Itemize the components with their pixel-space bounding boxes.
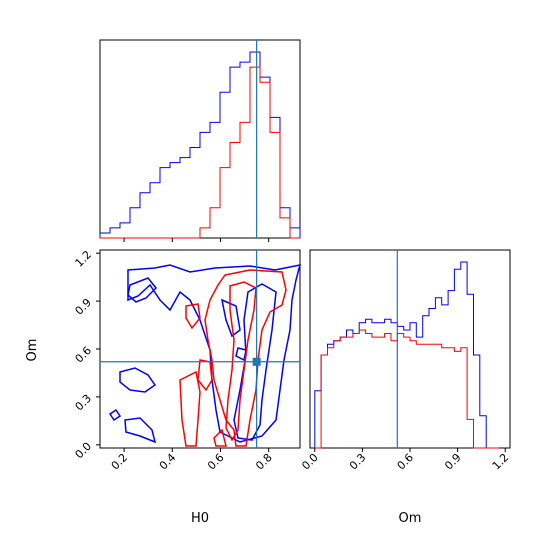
contour-ylabel: Om bbox=[25, 339, 40, 362]
contour-red-low bbox=[179, 370, 201, 447]
contour-xtick-label-0: 0.2 bbox=[109, 451, 131, 473]
contour-ytick-label-0: 0.0 bbox=[73, 440, 95, 462]
contour-red-inner bbox=[225, 281, 257, 442]
contour-red-left bbox=[185, 303, 201, 330]
hist-Om-xtick-label-4: 1.2 bbox=[490, 451, 512, 473]
contour-red-mid bbox=[197, 359, 213, 392]
truth-marker bbox=[252, 357, 261, 366]
contour-ytick-label-3: 0.9 bbox=[73, 296, 95, 318]
hist-Om-xtick-label-3: 0.9 bbox=[442, 451, 464, 473]
contour-blue-left-a bbox=[127, 277, 158, 303]
hist-Om-series-0-step bbox=[314, 261, 499, 449]
contour-blue-left-b bbox=[119, 367, 157, 393]
hist-Om-xtick-label-0: 0.0 bbox=[299, 451, 321, 473]
contour-ytick-label-4: 1.2 bbox=[73, 248, 95, 270]
contour-xlabel: H0 bbox=[191, 511, 209, 526]
hist-Om-xtick-label-2: 0.6 bbox=[395, 451, 417, 473]
contour-lines bbox=[108, 264, 302, 447]
contour-blue-inner-c bbox=[235, 347, 247, 362]
chart-marks: 0.2 0.4 0.6 0.8 0.0 0.3 0.6 0.9 1.2 0.0 0.3 0.6 0.9 1… bbox=[73, 40, 512, 473]
contour-red-outer bbox=[204, 269, 287, 447]
hist-Om-xlabel: Om bbox=[399, 511, 422, 526]
contour-frame bbox=[99, 249, 301, 449]
contour-ytick-label-1: 0.3 bbox=[73, 392, 95, 414]
contour-xtick-label-3: 0.8 bbox=[253, 451, 275, 473]
contour-blue-left-c bbox=[124, 417, 157, 444]
hist-Om-series-1-step bbox=[314, 329, 499, 449]
contour-xtick-label-1: 0.4 bbox=[157, 451, 179, 473]
contour-blue-small bbox=[108, 408, 122, 422]
contour-xtick-label-2: 0.6 bbox=[205, 451, 227, 473]
contour-blue-outer bbox=[127, 264, 302, 443]
hist-H0-series-1-step bbox=[100, 66, 300, 239]
hist-Om-xtick-label-1: 0.3 bbox=[347, 451, 369, 473]
contour-ytick-label-2: 0.6 bbox=[73, 344, 95, 366]
contour-blue-inner-b bbox=[220, 298, 241, 338]
hist-H0-series-0-step bbox=[99, 51, 301, 238]
contour-red-tail bbox=[213, 428, 227, 447]
hist-Om-frame bbox=[309, 249, 511, 449]
